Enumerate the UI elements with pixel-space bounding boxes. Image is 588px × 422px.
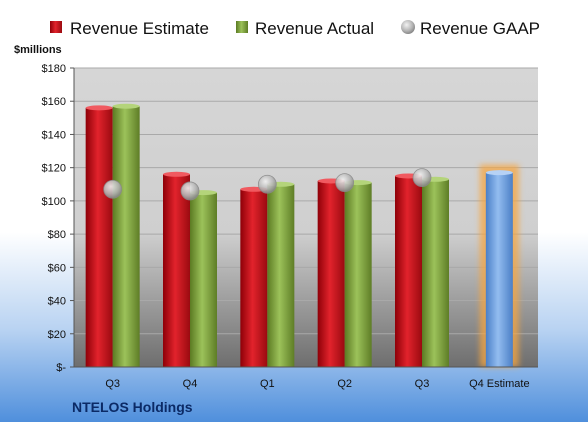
gaap-marker — [257, 174, 277, 194]
x-tick-label: Q2 — [337, 378, 352, 390]
gaap-marker — [412, 168, 432, 188]
bar-revenue-actual — [112, 106, 140, 367]
y-tick-label: $120 — [42, 163, 66, 175]
bar-top-highlight — [112, 103, 140, 109]
y-tick-label: $80 — [48, 229, 66, 241]
legend-label-estimate: Revenue Estimate — [70, 19, 209, 38]
y-tick-label: $140 — [42, 129, 66, 141]
x-tick-label: Q4 Estimate — [469, 378, 530, 390]
bar-q4-estimate — [485, 172, 513, 367]
bar-revenue-estimate — [85, 107, 113, 367]
gaap-marker — [180, 181, 200, 201]
y-tick-label: $20 — [48, 329, 66, 341]
x-tick-label: Q1 — [260, 378, 275, 390]
bars — [85, 103, 519, 367]
bar-revenue-estimate — [317, 180, 345, 367]
gaap-marker — [103, 179, 123, 199]
bar-revenue-actual — [267, 184, 295, 367]
y-axis: $- $20 $40 $60 $80 $100 $120 $140 $160 $180 — [42, 63, 75, 374]
legend: Revenue Estimate Revenue Actual Revenue … — [50, 19, 540, 38]
y-tick-label: $- — [56, 362, 66, 374]
bar-top-highlight — [485, 170, 513, 176]
bar-revenue-estimate — [163, 174, 190, 367]
gaap-marker — [335, 173, 355, 193]
gaap-markers — [103, 168, 432, 201]
bar-revenue-actual — [344, 182, 372, 367]
company-name: NTELOS Holdings — [72, 399, 193, 415]
legend-label-actual: Revenue Actual — [255, 19, 374, 38]
bar-revenue-actual — [422, 179, 449, 367]
x-tick-label: Q3 — [415, 378, 430, 390]
y-tick-label: $160 — [42, 96, 66, 108]
x-tick-label: Q3 — [105, 378, 120, 390]
y-tick-label: $100 — [42, 196, 66, 208]
bar-revenue-estimate — [240, 189, 268, 367]
legend-swatch-estimate — [50, 21, 62, 33]
legend-swatch-actual — [236, 21, 248, 33]
y-tick-label: $180 — [42, 63, 66, 75]
bar-top-highlight — [163, 171, 190, 177]
legend-label-gaap: Revenue GAAP — [420, 19, 540, 38]
y-tick-label: $60 — [48, 262, 66, 274]
bar-revenue-actual — [190, 192, 217, 367]
plot-area — [74, 68, 538, 367]
gridlines — [74, 67, 538, 368]
x-axis: Q3 Q4 Q1 Q2 Q3 Q4 Estimate — [74, 366, 538, 390]
y-tick-label: $40 — [48, 296, 66, 308]
bar-top-highlight — [85, 105, 113, 111]
legend-swatch-gaap — [401, 20, 415, 34]
bar-revenue-estimate — [395, 175, 422, 367]
unit-label: $millions — [14, 44, 62, 56]
x-tick-label: Q4 — [183, 378, 198, 390]
